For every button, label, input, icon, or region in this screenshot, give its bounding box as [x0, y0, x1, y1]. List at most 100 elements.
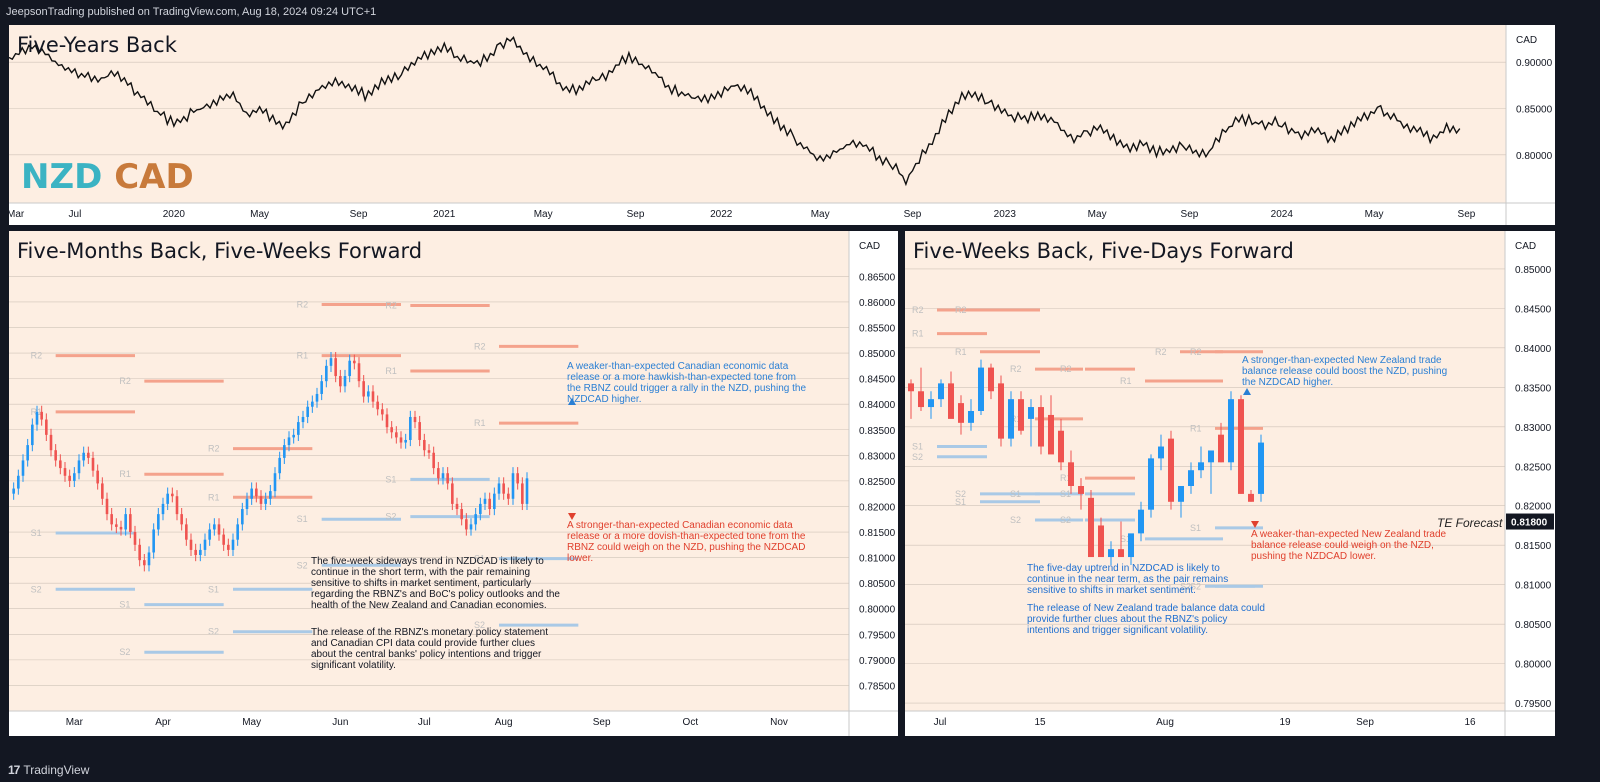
candle-down	[413, 416, 417, 423]
level-label: S2	[1190, 581, 1201, 591]
y-tick-label: 0.84000	[859, 400, 896, 411]
candle-down	[988, 367, 994, 392]
candle-down	[376, 401, 379, 410]
candle-up	[12, 488, 15, 494]
y-tick-label: 0.81000	[1515, 581, 1552, 592]
x-tick-label: May	[250, 209, 269, 220]
x-tick-label: Jul	[934, 717, 947, 728]
candle-down	[357, 363, 361, 382]
candle-down	[255, 488, 258, 497]
candle-up	[1008, 399, 1014, 439]
upside-scenario-note: A stronger-than-expected New Zealand tra…	[1242, 355, 1448, 388]
y-tick-label: 0.82500	[859, 477, 896, 488]
candle-up	[278, 457, 281, 474]
up-arrow-icon	[1243, 388, 1251, 395]
candle-up	[199, 549, 202, 556]
x-tick-label: Apr	[155, 717, 171, 728]
candle-down	[1018, 399, 1024, 431]
y-tick-label: 0.83500	[859, 426, 896, 437]
candle-down	[119, 526, 123, 530]
pair-base: NZD	[21, 157, 103, 197]
candle-up	[35, 411, 39, 425]
candle-up	[1258, 442, 1264, 494]
level-label: R1	[1190, 423, 1202, 433]
five-month-chart[interactable]: CAD 0.86500 0.86000 0.85500 0.85000 0.84500 0.…	[9, 231, 898, 736]
tradingview-footer[interactable]: 17 TradingView	[0, 758, 1600, 782]
x-tick-label: Sep	[593, 717, 611, 728]
candle-down	[49, 434, 53, 451]
x-tick-label: 2020	[163, 209, 186, 220]
x-tick-label: May	[242, 717, 261, 728]
catalyst-note: The release of New Zealand trade balance…	[1027, 603, 1265, 636]
pair-logo: NZD CAD	[21, 157, 194, 197]
down-arrow-icon	[1251, 521, 1259, 528]
panel-title: Five-Weeks Back, Five-Days Forward	[913, 239, 1294, 263]
candle-up	[325, 365, 328, 382]
x-tick-label: Jun	[332, 717, 348, 728]
level-label: S1	[297, 514, 308, 524]
candle-up	[511, 473, 515, 499]
x-tick-label: May	[534, 209, 553, 220]
price-axis-bg	[849, 231, 898, 736]
candle-up	[269, 491, 272, 499]
x-tick-label: May	[1365, 209, 1384, 220]
candle-down	[427, 450, 431, 453]
y-tick-label: 0.84500	[859, 375, 896, 386]
x-tick-label: Mar	[9, 209, 25, 220]
candle-up	[1228, 399, 1234, 463]
y-tick-label: 0.82000	[1515, 502, 1552, 513]
y-tick-label: 0.83000	[859, 451, 896, 462]
candle-up	[938, 383, 944, 400]
price-axis-bg	[1506, 25, 1555, 225]
candle-up	[17, 475, 20, 489]
candle-down	[1238, 399, 1244, 494]
candle-up	[968, 411, 974, 423]
candle-up	[493, 493, 496, 510]
level-label: S1	[955, 497, 966, 507]
time-axis-bg	[9, 711, 898, 736]
price-axis-bg	[1505, 231, 1555, 736]
candle-up	[283, 445, 286, 458]
level-label: R1	[955, 347, 967, 357]
candle-up	[297, 422, 300, 435]
candle-up	[1188, 470, 1194, 486]
x-tick-label: Sep	[1458, 209, 1476, 220]
x-tick-label: Mar	[66, 717, 84, 728]
candle-up	[250, 488, 253, 499]
level-label: S2	[1060, 515, 1071, 525]
five-year-chart[interactable]: CAD 0.90000 0.85000 0.80000 Mar Jul 2020 May Sep…	[9, 25, 1555, 225]
candle-up	[311, 401, 314, 407]
currency-label: CAD	[859, 241, 880, 252]
level-label: R1	[1120, 376, 1132, 386]
candle-down	[488, 498, 491, 510]
candle-down	[217, 524, 221, 535]
candle-down	[1248, 493, 1254, 502]
y-tick-label: 0.83000	[1515, 423, 1552, 434]
candle-up	[320, 381, 323, 394]
candle-down	[63, 468, 67, 476]
candle-up	[213, 524, 216, 530]
level-label: S1	[1010, 489, 1021, 499]
five-week-chart[interactable]: CAD 0.85000 0.84500 0.84000 0.83500 0.83000 0.…	[905, 231, 1555, 736]
level-label: R2	[912, 305, 924, 315]
level-label: S1	[1120, 534, 1131, 544]
candle-up	[367, 391, 370, 397]
y-tick-label: 0.80000	[1515, 660, 1552, 671]
candle-down	[381, 409, 384, 415]
y-tick-label: 0.80000	[859, 605, 896, 616]
x-tick-label: May	[811, 209, 830, 220]
panel-title: Five-Months Back, Five-Weeks Forward	[17, 239, 423, 263]
level-label: R2	[1010, 364, 1022, 374]
y-tick-label: 0.80500	[1515, 620, 1552, 631]
level-label: S2	[912, 452, 923, 462]
candle-up	[82, 452, 85, 461]
candle-down	[175, 496, 179, 515]
published-header: JeepsonTrading published on TradingView.…	[6, 6, 377, 18]
candle-up	[157, 514, 160, 530]
candle-down	[339, 376, 342, 387]
candle-up	[245, 498, 249, 510]
candle-down	[133, 532, 137, 545]
candle-up	[264, 498, 267, 504]
candle-down	[385, 414, 389, 428]
candle-up	[1198, 462, 1204, 471]
